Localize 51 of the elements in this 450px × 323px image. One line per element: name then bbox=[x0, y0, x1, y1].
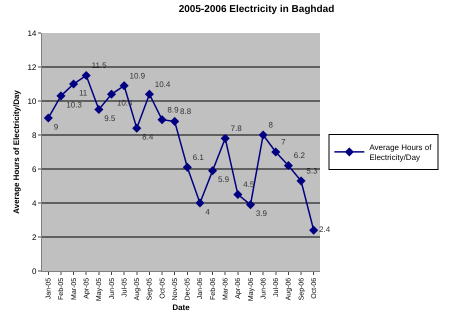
chart-title: 2005-2006 Electricity in Baghdad bbox=[178, 4, 334, 15]
data-label: 11 bbox=[78, 88, 88, 98]
point bbox=[296, 176, 306, 186]
data-label: 10.4 bbox=[154, 80, 171, 89]
data-label: 9 bbox=[54, 122, 59, 132]
data-label: 6.1 bbox=[192, 152, 204, 162]
point bbox=[258, 130, 268, 140]
point bbox=[44, 113, 53, 123]
y-tick-label: 14 bbox=[27, 28, 37, 38]
point bbox=[69, 79, 78, 89]
data-label: 6.2 bbox=[294, 151, 306, 160]
point bbox=[182, 162, 192, 172]
y-tick-label: 4 bbox=[32, 198, 37, 208]
point bbox=[82, 70, 91, 80]
point bbox=[208, 166, 218, 176]
data-label: 2.4 bbox=[319, 225, 331, 234]
data-label: 5.9 bbox=[218, 175, 230, 184]
data-label: 10.3 bbox=[66, 100, 82, 110]
data-label: 8.9 bbox=[167, 105, 180, 114]
y-tick-label: 8 bbox=[32, 130, 37, 140]
y-tick-label: 0 bbox=[32, 266, 37, 276]
point bbox=[233, 190, 242, 200]
y-tick-label: 6 bbox=[32, 164, 37, 174]
data-label: 3.9 bbox=[256, 209, 268, 218]
legend-label: Average Hours of Electricity/Day bbox=[369, 142, 432, 162]
y-tick-label: 2 bbox=[32, 232, 37, 242]
data-label: 7.8 bbox=[230, 124, 242, 134]
y-tick-label: 12 bbox=[27, 62, 37, 72]
x-axis-title: Date bbox=[172, 303, 190, 312]
point bbox=[284, 161, 293, 170]
point bbox=[271, 147, 280, 157]
point bbox=[144, 90, 154, 99]
y-axis-title: Average Hours of Electricity/Day bbox=[12, 90, 22, 214]
data-label: 7 bbox=[281, 138, 286, 147]
y-tick-label: 10 bbox=[27, 96, 37, 106]
point bbox=[106, 90, 116, 99]
point bbox=[56, 91, 66, 100]
point bbox=[309, 226, 318, 235]
point bbox=[120, 81, 129, 90]
point bbox=[132, 124, 142, 133]
point bbox=[170, 116, 180, 126]
data-label: 8.8 bbox=[180, 107, 192, 116]
data-label: 4 bbox=[205, 207, 210, 216]
point bbox=[220, 134, 230, 143]
point bbox=[94, 104, 104, 114]
point bbox=[246, 200, 256, 210]
data-label: 9.5 bbox=[104, 114, 116, 123]
data-label: 8 bbox=[268, 120, 274, 130]
data-label: 10.9 bbox=[130, 71, 146, 80]
point bbox=[195, 198, 204, 208]
point bbox=[158, 115, 167, 124]
